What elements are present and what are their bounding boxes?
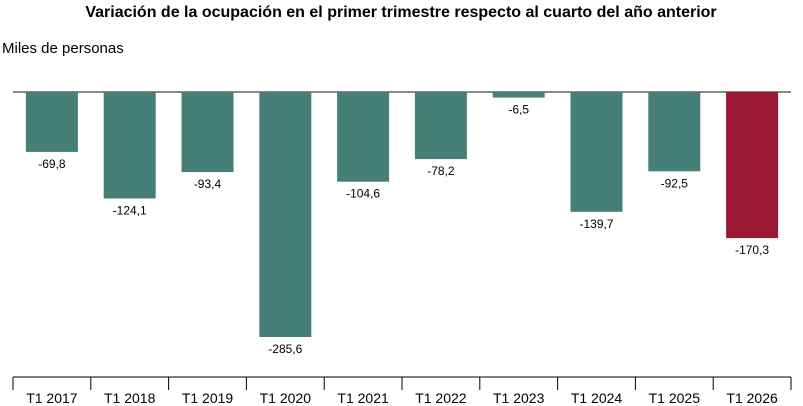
bar-t1-2019 bbox=[181, 92, 234, 173]
bar-t1-2026 bbox=[726, 92, 779, 239]
x-tick-label: T1 2025 bbox=[649, 390, 701, 406]
value-label: -78,2 bbox=[427, 164, 455, 178]
chart-title: Variación de la ocupación en el primer t… bbox=[85, 4, 716, 21]
value-label: -6,5 bbox=[508, 103, 529, 117]
x-tick-label: T1 2026 bbox=[726, 390, 778, 406]
bar-t1-2023 bbox=[492, 92, 545, 98]
bar-t1-2024 bbox=[570, 92, 623, 212]
bar-t1-2017 bbox=[25, 92, 78, 152]
value-label: -93,4 bbox=[194, 177, 222, 191]
x-tick-label: T1 2018 bbox=[104, 390, 156, 406]
value-label: -104,6 bbox=[346, 187, 380, 201]
x-tick-label: T1 2023 bbox=[493, 390, 545, 406]
value-label: -69,8 bbox=[38, 157, 66, 171]
bar-t1-2018 bbox=[103, 92, 156, 199]
x-tick-label: T1 2019 bbox=[182, 390, 234, 406]
value-label: -170,3 bbox=[735, 243, 769, 257]
value-label: -92,5 bbox=[661, 176, 689, 190]
bar-t1-2021 bbox=[337, 92, 390, 182]
bar-t1-2020 bbox=[259, 92, 312, 337]
x-tick-label: T1 2017 bbox=[26, 390, 78, 406]
x-axis-ticks: T1 2017 T1 2018 T1 2019 T1 2020 T1 2021 T1 20… bbox=[12, 377, 792, 406]
bar-t1-2025 bbox=[648, 92, 701, 172]
bars: -69,8 -124,1 -93,4 -285,6 -104,6 -78,2 -6,5 -13… bbox=[25, 92, 779, 356]
y-axis-label: Miles de personas bbox=[2, 40, 124, 57]
x-tick-label: T1 2020 bbox=[260, 390, 312, 406]
x-tick-label: T1 2024 bbox=[571, 390, 623, 406]
bar-t1-2022 bbox=[414, 92, 467, 160]
value-label: -124,1 bbox=[113, 204, 147, 218]
x-tick-label: T1 2022 bbox=[415, 390, 467, 406]
x-tick-label: T1 2021 bbox=[337, 390, 389, 406]
value-label: -139,7 bbox=[579, 217, 613, 231]
value-label: -285,6 bbox=[268, 342, 302, 356]
